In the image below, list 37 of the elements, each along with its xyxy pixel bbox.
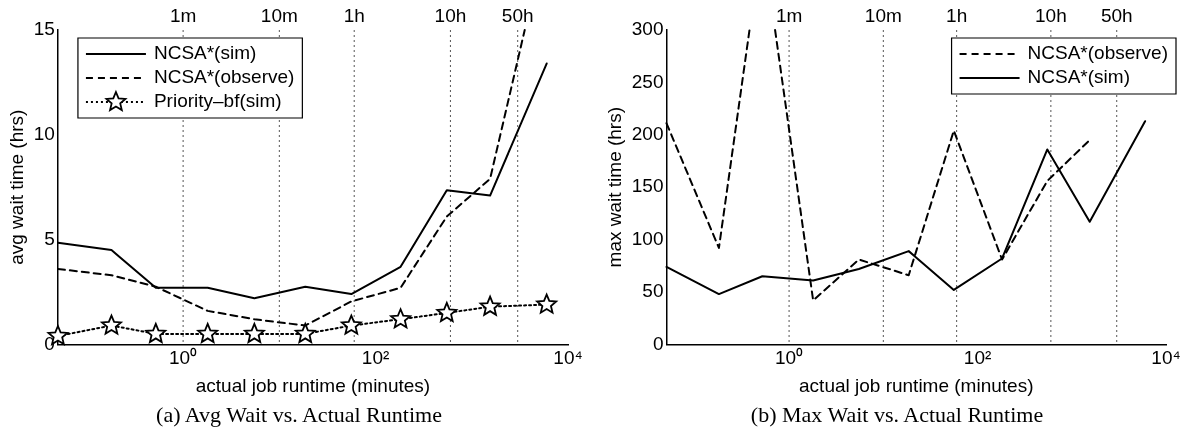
y-tick-label: 0 (652, 332, 664, 354)
ref-line-label: 10m (864, 4, 902, 26)
ref-line-label: 10m (260, 4, 298, 26)
x-tick-label: 10⁴ (553, 347, 583, 369)
legend-label: Priority–bf(sim) (153, 90, 282, 112)
y-tick-label: 300 (631, 18, 664, 40)
y-tick-label: 15 (33, 18, 55, 40)
y-tick-label: 200 (631, 123, 664, 145)
legend-label: NCSA*(sim) (1027, 66, 1130, 88)
ref-line-label: 10h (1035, 4, 1067, 26)
x-tick-label: 10⁰ (169, 347, 198, 369)
ref-line-label: 1h (343, 4, 365, 26)
text: (b) Max Wait vs. Actual Runtime (749, 402, 1045, 428)
ref-line-label: 50h (1100, 4, 1133, 26)
ref-line-label: 1m (775, 4, 803, 26)
ref-line-label: 1m (169, 4, 197, 26)
legend-label: NCSA*(observe) (1027, 42, 1169, 64)
y-tick-label: 50 (642, 280, 664, 302)
ref-line-label: 10h (434, 4, 467, 26)
x-tick-label: 10² (963, 347, 992, 369)
x-axis-title: actual job runtime (minutes) (799, 374, 1034, 396)
y-tick-label: 250 (631, 70, 664, 92)
legend-label: NCSA*(observe) (153, 66, 295, 88)
y-tick-label: 5 (44, 227, 55, 249)
y-axis-title: max wait time (hrs) (603, 106, 625, 268)
ref-line-label: 1h (946, 4, 968, 26)
ref-line-label: 50h (501, 4, 534, 26)
text: (a) Avg Wait vs. Actual Runtime (155, 402, 443, 428)
x-axis-title: actual job runtime (minutes) (195, 374, 431, 396)
y-tick-label: 100 (631, 227, 664, 249)
legend-label: NCSA*(sim) (153, 42, 257, 64)
y-tick-label: 10 (33, 123, 55, 145)
y-tick-label: 150 (631, 175, 664, 197)
y-axis-title: avg wait time (hrs) (5, 109, 27, 265)
x-tick-label: 10⁴ (1151, 347, 1181, 369)
x-tick-label: 10² (361, 347, 390, 369)
x-tick-label: 10⁰ (775, 347, 804, 369)
